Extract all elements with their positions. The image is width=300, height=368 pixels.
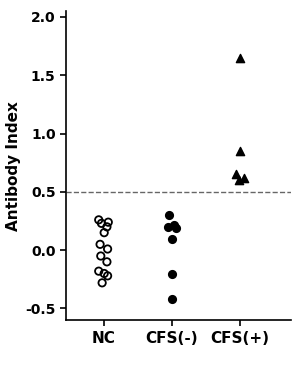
Point bbox=[96, 268, 101, 274]
Point bbox=[173, 225, 178, 231]
Point bbox=[102, 230, 106, 236]
Point bbox=[238, 55, 242, 61]
Point bbox=[242, 175, 246, 181]
Point bbox=[104, 224, 109, 230]
Point bbox=[172, 222, 177, 227]
Point bbox=[100, 280, 104, 286]
Point bbox=[102, 270, 106, 276]
Point bbox=[236, 177, 241, 183]
Point bbox=[99, 220, 104, 226]
Point bbox=[167, 212, 171, 218]
Point bbox=[96, 217, 101, 223]
Point bbox=[106, 219, 111, 225]
Point bbox=[169, 236, 174, 241]
Point bbox=[105, 273, 110, 279]
Point bbox=[104, 259, 109, 265]
Point bbox=[169, 270, 174, 276]
Point bbox=[238, 148, 242, 154]
Point bbox=[105, 246, 110, 252]
Y-axis label: Antibody Index: Antibody Index bbox=[6, 101, 21, 230]
Point bbox=[169, 296, 174, 302]
Point bbox=[165, 224, 170, 230]
Point bbox=[98, 241, 103, 247]
Point bbox=[233, 171, 238, 177]
Point bbox=[98, 253, 103, 259]
